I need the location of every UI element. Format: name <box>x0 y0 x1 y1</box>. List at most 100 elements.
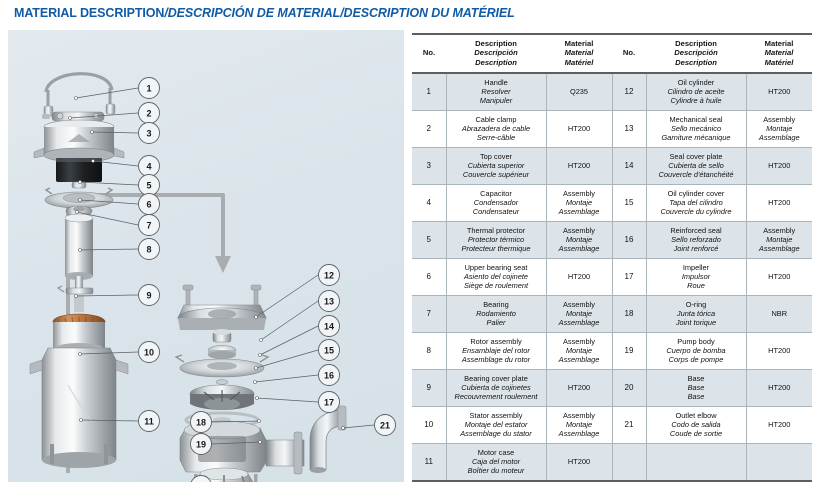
callout-number: 21 <box>380 420 390 430</box>
callout-number: 5 <box>146 180 151 190</box>
callout-circle <box>318 315 340 337</box>
cell-material-left: HT200 <box>546 369 613 407</box>
table-row: 8 Rotor assembly Ensamblaje del rotor Assem… <box>412 332 812 370</box>
callout-leader-lines <box>69 87 375 445</box>
callout-marker-12[interactable]: 12 <box>318 264 340 286</box>
cell-material-right: HT200 <box>746 332 812 370</box>
cell-material-left: HT200 <box>546 443 613 482</box>
cell-description-right: Reinforced seal Sello reforzado Joint renf… <box>646 221 747 259</box>
page-title-fr: /DESCRIPTION DU MATÉRIEL <box>340 6 515 20</box>
callout-marker-4[interactable]: 4 <box>138 155 160 177</box>
cell-no-right: 21 <box>612 406 647 444</box>
callout-number: 14 <box>324 321 334 331</box>
cell-material-right: HT200 <box>746 184 812 222</box>
callout-marker-17[interactable]: 17 <box>318 391 340 413</box>
callout-marker-5[interactable]: 5 <box>138 174 160 196</box>
callout-marker-15[interactable]: 15 <box>318 339 340 361</box>
cell-description-right: Seal cover plate Cubierta de sello Couverc… <box>646 147 747 185</box>
cell-description-right: Oil cylinder cover Tapa del cilindro Couve… <box>646 184 747 222</box>
cell-no-left: 5 <box>412 221 447 259</box>
table-header-row: No. Description Descripción Description … <box>412 33 812 74</box>
callout-marker-2[interactable]: 2 <box>138 102 160 124</box>
callout-marker-14[interactable]: 14 <box>318 315 340 337</box>
callout-marker-20[interactable]: 20 <box>190 475 212 483</box>
callout-circle <box>190 433 212 455</box>
callout-marker-9[interactable]: 9 <box>138 284 160 306</box>
cell-material-right <box>746 443 812 482</box>
callout-marker-6[interactable]: 6 <box>138 193 160 215</box>
callout-number: 7 <box>146 220 151 230</box>
flow-arrow-head <box>215 256 231 273</box>
cell-description-left: Bearing Rodamiento Palier <box>446 295 547 333</box>
table-row: 10 Stator assembly Montaje del estator Asse… <box>412 406 812 444</box>
callout-marker-8[interactable]: 8 <box>138 238 160 260</box>
callout-marker-11[interactable]: 11 <box>138 410 160 432</box>
cell-description-right: Base Base Base <box>646 369 747 407</box>
page-title: MATERIAL DESCRIPTION/DESCRIPCIÓN DE MATE… <box>14 6 515 20</box>
cell-no-right <box>612 443 647 482</box>
callout-marker-18[interactable]: 18 <box>190 411 212 433</box>
callout-number: 4 <box>146 161 151 171</box>
callout-number: 9 <box>146 290 151 300</box>
parts-table-head: No. Description Descripción Description … <box>412 33 812 74</box>
callout-marker-7[interactable]: 7 <box>138 214 160 236</box>
cell-description-left: Rotor assembly Ensamblaje del rotor Assemb… <box>446 332 547 370</box>
callout-anchor-dots <box>68 96 345 444</box>
callout-marker-10[interactable]: 10 <box>138 341 160 363</box>
cell-description-right: Mechanical seal Sello mecánico Garniture m… <box>646 110 747 148</box>
cell-material-right: Assembly Montaje Assemblage <box>746 221 812 259</box>
cell-description-left: Bearing cover plate Cubierta de cojinetes… <box>446 369 547 407</box>
callout-marker-21[interactable]: 21 <box>374 414 396 436</box>
cell-description-left: Cable clamp Abrazadera de cable Serre-câbl… <box>446 110 547 148</box>
cell-description-right: Pump body Cuerpo de bomba Corps de pompe <box>646 332 747 370</box>
callout-number: 15 <box>324 345 334 355</box>
callout-circle <box>318 364 340 386</box>
cell-no-right: 15 <box>612 184 647 222</box>
callout-number: 13 <box>324 296 334 306</box>
callout-marker-3[interactable]: 3 <box>138 122 160 144</box>
cell-no-right: 12 <box>612 72 647 111</box>
callout-number: 16 <box>324 370 334 380</box>
callout-marker-16[interactable]: 16 <box>318 364 340 386</box>
callout-circle <box>318 290 340 312</box>
cell-description-left: Motor case Caja del motor Boîtier du moteu… <box>446 443 547 482</box>
cell-no-left: 3 <box>412 147 447 185</box>
callout-number: 12 <box>324 270 334 280</box>
cell-no-left: 7 <box>412 295 447 333</box>
cell-description-right: O-ring Junta tórica Joint torique <box>646 295 747 333</box>
table-row: 7 Bearing Rodamiento Palier Assembly Montaje A… <box>412 295 812 333</box>
callout-marker-19[interactable]: 19 <box>190 433 212 455</box>
page-title-en: MATERIAL DESCRIPTION <box>14 6 165 20</box>
callout-circle <box>190 475 212 482</box>
th-material-right: Material Material Matériel <box>746 33 812 74</box>
cell-no-right: 19 <box>612 332 647 370</box>
callout-circle <box>318 339 340 361</box>
cell-material-left: HT200 <box>546 110 613 148</box>
table-row: 9 Bearing cover plate Cubierta de cojinete… <box>412 369 812 407</box>
th-description-left: Description Descripción Description <box>446 33 546 74</box>
cell-no-left: 6 <box>412 258 447 296</box>
cell-description-left: Capacitor Condensador Condensateur <box>446 184 547 222</box>
cell-description-left: Upper bearing seat Asiento del cojinete Si… <box>446 258 547 296</box>
table-row: 11 Motor case Caja del motor Boîtier du mot… <box>412 443 812 482</box>
cell-no-left: 11 <box>412 443 447 482</box>
callout-circle <box>138 122 160 144</box>
cell-description-left: Stator assembly Montaje del estator Assemb… <box>446 406 547 444</box>
callout-marker-1[interactable]: 1 <box>138 77 160 99</box>
th-description-right: Description Descripción Description <box>646 33 746 74</box>
cell-material-right: HT200 <box>746 258 812 296</box>
th-material-left: Material Material Matériel <box>546 33 612 74</box>
callout-number: 19 <box>196 439 206 449</box>
cell-material-left: HT200 <box>546 147 613 185</box>
cell-description-left: Handle Resolver Manipuler <box>446 72 547 111</box>
cell-no-left: 10 <box>412 406 447 444</box>
callout-number: 2 <box>146 108 151 118</box>
cell-description-right <box>646 443 747 482</box>
callout-marker-13[interactable]: 13 <box>318 290 340 312</box>
callout-circle <box>190 411 212 433</box>
page-title-es: /DESCRIPCIÓN DE MATERIAL <box>164 6 341 20</box>
cell-no-left: 2 <box>412 110 447 148</box>
cell-description-right: Outlet elbow Codo de salida Coude de sorti… <box>646 406 747 444</box>
callout-circle <box>138 214 160 236</box>
cell-description-left: Thermal protector Protector térmico Protec… <box>446 221 547 259</box>
